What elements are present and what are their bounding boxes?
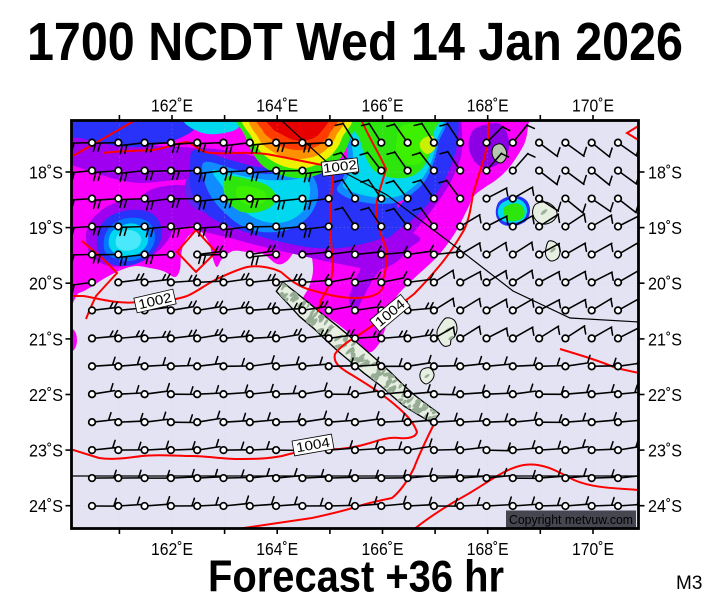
svg-text:164˚E: 164˚E <box>256 539 298 559</box>
svg-text:M3: M3 <box>676 573 702 594</box>
svg-text:162˚E: 162˚E <box>151 96 193 116</box>
svg-text:22˚S: 22˚S <box>29 385 63 405</box>
svg-text:23˚S: 23˚S <box>29 441 63 461</box>
svg-text:1004: 1004 <box>295 435 332 456</box>
svg-text:24˚S: 24˚S <box>648 496 682 516</box>
svg-text:Copyright metvuw.com: Copyright metvuw.com <box>509 513 633 527</box>
svg-text:168˚E: 168˚E <box>467 96 509 116</box>
svg-text:23˚S: 23˚S <box>648 441 682 461</box>
svg-text:21˚S: 21˚S <box>648 329 682 349</box>
svg-text:1700 NCDT Wed 14 Jan 2026: 1700 NCDT Wed 14 Jan 2026 <box>27 12 683 72</box>
svg-text:1002: 1002 <box>137 290 174 312</box>
svg-text:166˚E: 166˚E <box>362 539 404 559</box>
svg-text:162˚E: 162˚E <box>151 539 193 559</box>
svg-text:19˚S: 19˚S <box>29 218 63 238</box>
svg-text:Forecast +36 hr: Forecast +36 hr <box>208 553 504 600</box>
svg-text:18˚S: 18˚S <box>29 163 63 183</box>
svg-text:170˚E: 170˚E <box>572 539 614 559</box>
svg-text:20˚S: 20˚S <box>29 274 63 294</box>
svg-text:22˚S: 22˚S <box>648 385 682 405</box>
svg-text:18˚S: 18˚S <box>648 163 682 183</box>
svg-text:21˚S: 21˚S <box>29 329 63 349</box>
svg-text:164˚E: 164˚E <box>256 96 298 116</box>
svg-text:1002: 1002 <box>322 157 358 176</box>
svg-text:19˚S: 19˚S <box>648 218 682 238</box>
svg-text:170˚E: 170˚E <box>572 96 614 116</box>
svg-text:168˚E: 168˚E <box>467 539 509 559</box>
svg-text:24˚S: 24˚S <box>29 496 63 516</box>
svg-text:166˚E: 166˚E <box>362 96 404 116</box>
svg-text:20˚S: 20˚S <box>648 274 682 294</box>
